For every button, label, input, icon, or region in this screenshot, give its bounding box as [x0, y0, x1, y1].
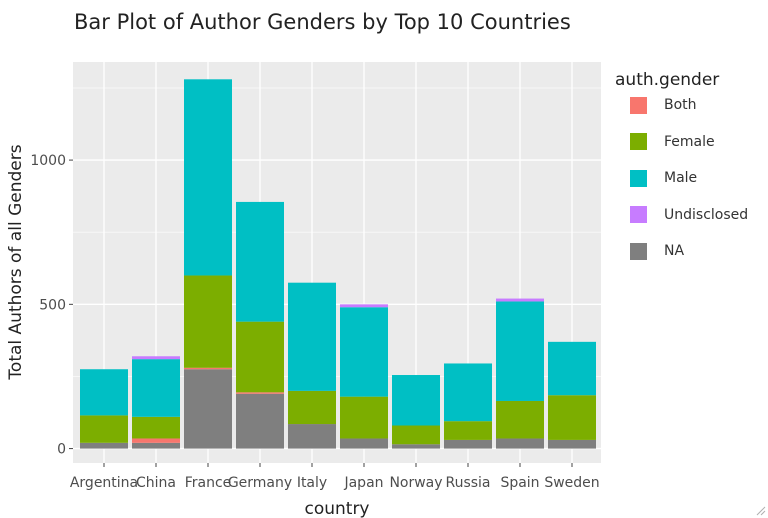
- legend-swatch: [630, 206, 647, 223]
- legend-swatch: [630, 133, 647, 150]
- bar-segment[interactable]: [392, 444, 440, 449]
- legend-label: Undisclosed: [664, 206, 749, 223]
- y-ticks: 0 500 1000: [30, 153, 73, 458]
- chart-title: Bar Plot of Author Genders by Top 10 Cou…: [74, 10, 571, 34]
- legend-item[interactable]: Female: [630, 132, 715, 152]
- legend-item[interactable]: Male: [630, 168, 697, 188]
- x-tick-label: Japan: [343, 475, 383, 491]
- bar-segment[interactable]: [392, 375, 440, 426]
- x-tick-label: China: [136, 475, 176, 491]
- x-tick-label: Germany: [228, 475, 292, 491]
- bar-segment[interactable]: [444, 439, 492, 449]
- bar-segment[interactable]: [184, 275, 232, 368]
- legend-swatch: [630, 169, 647, 187]
- x-tick-label: Spain: [500, 475, 539, 491]
- bar-segment[interactable]: [236, 321, 284, 393]
- resize-grip-icon[interactable]: [754, 504, 766, 516]
- bar-segment[interactable]: [80, 415, 128, 443]
- bar-segment[interactable]: [132, 356, 180, 360]
- legend-label: NA: [664, 243, 685, 259]
- bar-segment[interactable]: [288, 424, 336, 449]
- bar-segment[interactable]: [548, 341, 596, 396]
- bar-segment[interactable]: [340, 304, 388, 308]
- legend-swatch: [630, 242, 647, 260]
- x-tick-label: France: [185, 475, 232, 491]
- bar-segment[interactable]: [236, 392, 284, 394]
- x-axis-label: country: [304, 499, 369, 518]
- bar-segment[interactable]: [236, 393, 284, 449]
- bar-segment[interactable]: [444, 421, 492, 440]
- bar-segment[interactable]: [496, 298, 544, 302]
- y-tick-label: 500: [39, 297, 66, 313]
- bar-segment[interactable]: [132, 438, 180, 443]
- legend-label: Both: [664, 97, 697, 113]
- bar-segment[interactable]: [548, 439, 596, 449]
- bar-segment[interactable]: [496, 400, 544, 439]
- legend-item[interactable]: Undisclosed: [630, 205, 748, 225]
- bar-segment[interactable]: [132, 442, 180, 449]
- bar-segment[interactable]: [132, 359, 180, 417]
- legend-title: auth.gender: [615, 70, 720, 90]
- legend-label: Male: [664, 170, 698, 186]
- y-tick-label: 1000: [30, 153, 66, 169]
- legend-swatch: [630, 96, 647, 114]
- bar-segment[interactable]: [288, 390, 336, 425]
- x-tick-label: Sweden: [544, 475, 599, 491]
- y-axis-label: Total Authors of all Genders: [6, 144, 26, 380]
- bar-segment[interactable]: [80, 369, 128, 416]
- legend-item[interactable]: NA: [630, 241, 684, 261]
- bar-segment[interactable]: [496, 438, 544, 449]
- bar-segment[interactable]: [184, 79, 232, 276]
- bar-segment[interactable]: [184, 369, 232, 449]
- y-tick-label: 0: [57, 442, 66, 458]
- x-tick-label: Norway: [389, 475, 442, 491]
- bar-segment[interactable]: [340, 307, 388, 397]
- bar-segment[interactable]: [444, 363, 492, 422]
- bar-segment[interactable]: [548, 395, 596, 440]
- legend-item[interactable]: Both: [630, 95, 697, 115]
- bar-segment[interactable]: [340, 438, 388, 449]
- bar-segment[interactable]: [288, 282, 336, 391]
- bar-segment[interactable]: [132, 416, 180, 439]
- x-tick-label: Russia: [445, 475, 490, 491]
- x-tick-label: Italy: [297, 475, 327, 491]
- x-tick-label: Argentina: [70, 475, 138, 491]
- legend-label: Female: [664, 133, 715, 150]
- bar-segment[interactable]: [340, 396, 388, 439]
- bar-segment[interactable]: [184, 367, 232, 370]
- bar-segment[interactable]: [496, 301, 544, 401]
- bars: [80, 79, 596, 449]
- bar-segment[interactable]: [80, 442, 128, 449]
- bar-segment[interactable]: [236, 201, 284, 322]
- bar-segment[interactable]: [392, 425, 440, 445]
